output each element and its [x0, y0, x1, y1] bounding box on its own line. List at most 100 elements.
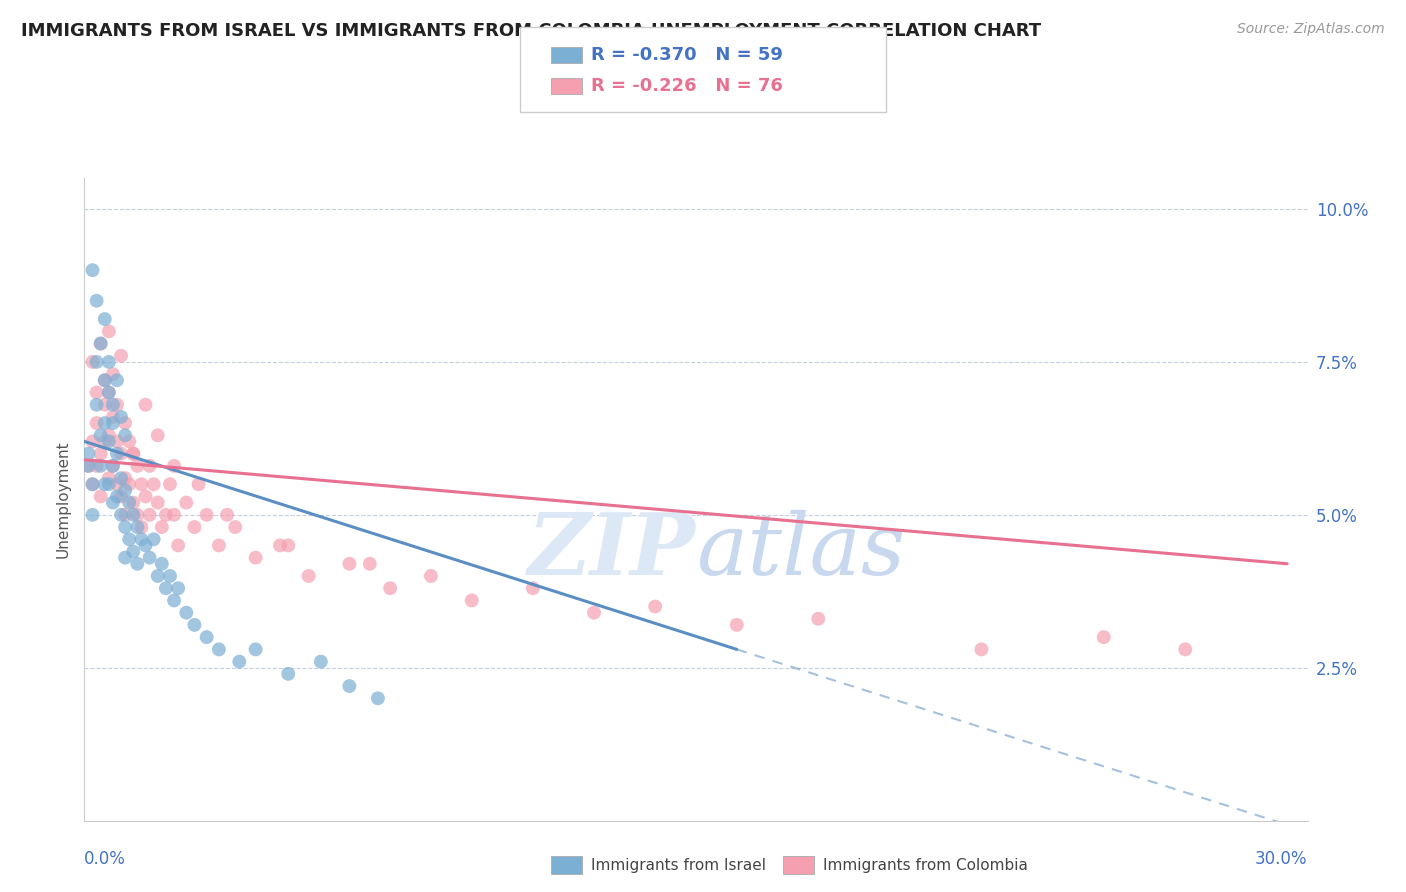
Point [277, 666, 299, 681]
Point [138, 550, 160, 565]
Point [217, 508, 239, 522]
Point [82, 508, 104, 522]
Point [90, 458, 112, 473]
Point [118, 477, 141, 491]
Point [77, 458, 100, 473]
Point [183, 520, 205, 534]
Point [110, 409, 132, 424]
Point [135, 398, 157, 412]
Point [127, 557, 149, 571]
Point [150, 557, 173, 571]
Point [105, 398, 128, 412]
Point [82, 434, 104, 449]
Point [208, 642, 231, 657]
Point [461, 593, 484, 607]
Point [1092, 630, 1115, 644]
Point [127, 520, 149, 534]
Point [138, 508, 160, 522]
Point [114, 483, 136, 498]
Point [359, 557, 381, 571]
Point [146, 569, 169, 583]
Point [86, 458, 108, 473]
Point [82, 477, 104, 491]
Point [163, 508, 186, 522]
Point [118, 434, 141, 449]
Point [367, 691, 389, 706]
Point [105, 447, 128, 461]
Point [159, 569, 181, 583]
Point [97, 471, 120, 485]
Point [110, 471, 132, 485]
Point [970, 642, 993, 657]
Point [174, 495, 197, 509]
Point [195, 508, 218, 522]
Point [167, 538, 190, 552]
Point [114, 471, 136, 485]
Point [122, 544, 145, 558]
Point [522, 581, 544, 595]
Text: Immigrants from Colombia: Immigrants from Colombia [823, 858, 1028, 872]
Point [110, 349, 132, 363]
Point [114, 416, 136, 430]
Point [90, 447, 112, 461]
Text: IMMIGRANTS FROM ISRAEL VS IMMIGRANTS FROM COLOMBIA UNEMPLOYMENT CORRELATION CHAR: IMMIGRANTS FROM ISRAEL VS IMMIGRANTS FRO… [21, 22, 1042, 40]
Point [138, 458, 160, 473]
Point [135, 538, 157, 552]
Point [1174, 642, 1197, 657]
Point [159, 477, 181, 491]
Text: atlas: atlas [696, 509, 905, 592]
Point [90, 336, 112, 351]
Point [97, 434, 120, 449]
Point [127, 458, 149, 473]
Point [208, 538, 231, 552]
Point [582, 606, 605, 620]
Point [101, 458, 124, 473]
Point [339, 679, 360, 693]
Point [90, 490, 112, 504]
Point [644, 599, 666, 614]
Text: 0.0%: 0.0% [84, 849, 127, 868]
Point [101, 398, 124, 412]
Point [101, 409, 124, 424]
Point [97, 385, 120, 400]
Point [101, 416, 124, 430]
Point [77, 447, 100, 461]
Point [122, 508, 145, 522]
Point [155, 581, 177, 595]
Point [309, 655, 332, 669]
Point [131, 533, 153, 547]
Point [105, 434, 128, 449]
Point [97, 324, 120, 338]
Point [93, 434, 115, 449]
Point [118, 533, 141, 547]
Point [127, 508, 149, 522]
Point [167, 581, 190, 595]
Point [97, 385, 120, 400]
Point [93, 373, 115, 387]
Point [118, 495, 141, 509]
Text: R = -0.370   N = 59: R = -0.370 N = 59 [591, 46, 782, 64]
Point [163, 458, 186, 473]
Point [93, 373, 115, 387]
Y-axis label: Unemployment: Unemployment [55, 441, 70, 558]
Point [163, 593, 186, 607]
Point [245, 642, 267, 657]
Text: Source: ZipAtlas.com: Source: ZipAtlas.com [1237, 22, 1385, 37]
Point [101, 367, 124, 381]
Point [187, 477, 209, 491]
Point [224, 520, 246, 534]
Point [122, 447, 145, 461]
Point [269, 538, 291, 552]
Point [93, 398, 115, 412]
Point [90, 428, 112, 442]
Point [142, 477, 165, 491]
Point [420, 569, 443, 583]
Point [101, 458, 124, 473]
Point [97, 355, 120, 369]
Point [195, 630, 218, 644]
Point [339, 557, 360, 571]
Point [142, 533, 165, 547]
Point [105, 373, 128, 387]
Point [298, 569, 321, 583]
Point [277, 538, 299, 552]
